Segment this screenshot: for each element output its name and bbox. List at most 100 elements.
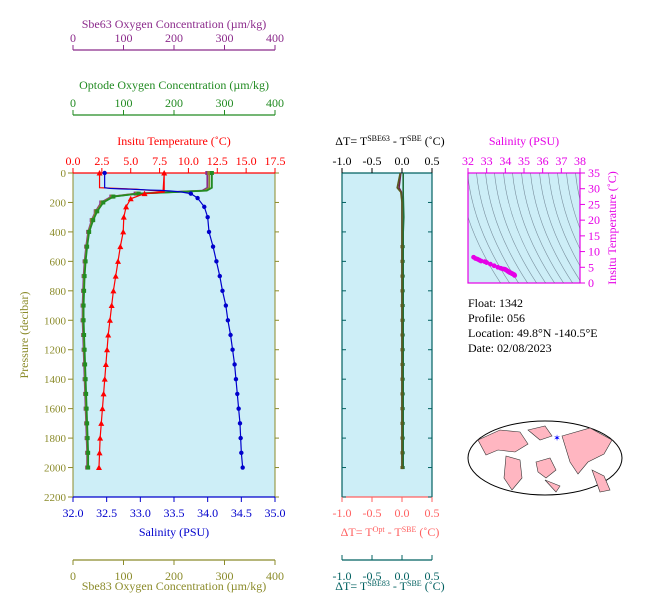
optode-oxygen-point — [82, 274, 87, 279]
density-contour-line — [566, 173, 580, 230]
salinity-point — [188, 191, 194, 196]
sbe83-minus-sbe-point — [400, 259, 404, 263]
optode-oxygen-point — [136, 191, 141, 196]
delta-bottom-tick-label: 0.0 — [395, 569, 410, 583]
ts-salinity-tick-label: 35 — [518, 154, 530, 168]
optode-oxygen-point — [86, 465, 91, 470]
optode-oxygen-tick-label: 0 — [70, 96, 76, 110]
sbe83-minus-sbe-point — [400, 421, 404, 425]
salinity-point — [206, 229, 212, 235]
delta-top-tick-label: -1.0 — [333, 154, 352, 168]
sbe83-minus-sbe-point — [400, 377, 404, 381]
density-contour-line — [468, 174, 510, 283]
salinity-point — [233, 376, 239, 382]
temperature-point — [100, 390, 107, 397]
delta-mid-tick-label: -1.0 — [333, 506, 352, 520]
salinity-point — [205, 214, 210, 220]
optode-oxygen-point — [209, 171, 214, 175]
ts-temperature-tick-label: 30 — [588, 182, 600, 196]
sbe83-minus-sbe-point — [400, 333, 404, 337]
sbe83-oxygen-tick-label: 300 — [216, 569, 234, 583]
optode-oxygen-point — [82, 347, 87, 352]
temperature-point — [99, 405, 106, 412]
pressure-tick-label: 1800 — [44, 433, 67, 445]
delta-bottom-tick-label: -1.0 — [333, 569, 352, 583]
salinity-point — [230, 347, 235, 352]
salinity-point — [102, 170, 107, 176]
delta-mid-tick-label: 0.0 — [395, 506, 410, 520]
optode-oxygen-line — [82, 173, 213, 468]
temperature-tick-label: 17.5 — [265, 154, 286, 168]
pressure-tick-label: 1600 — [44, 404, 67, 416]
ts-point — [512, 273, 518, 278]
ts-point — [491, 263, 497, 269]
ts-point — [484, 260, 490, 265]
pressure-tick-label: 2000 — [44, 463, 67, 475]
optode-oxygen-point — [81, 318, 86, 323]
salinity-point — [223, 303, 229, 308]
salinity-point — [238, 435, 243, 441]
delta-top-tick-label: 0.0 — [395, 154, 410, 168]
temperature-point — [105, 332, 112, 338]
ts-temperature-tick-label: 10 — [588, 245, 600, 259]
salinity-point — [202, 204, 207, 210]
density-contour-line — [485, 173, 528, 283]
delta-bottom-tick-label: 0.5 — [425, 569, 440, 583]
optode-oxygen-point — [86, 450, 91, 455]
delta-sbe63-axis-title: ΔT= TSBE63 - TSBE (˚C) — [335, 134, 444, 149]
map-land — [527, 425, 553, 441]
salinity-point — [225, 318, 231, 323]
temperature-axis-title: Insitu Temperature (˚C) — [117, 134, 231, 148]
sbe83-minus-sbe-point — [400, 348, 404, 352]
sbe83-oxygen-tick-label: 200 — [165, 569, 183, 583]
map-land — [503, 455, 523, 491]
temperature-point — [108, 302, 115, 309]
main-plot-area — [72, 172, 276, 498]
optode-oxygen-point — [83, 259, 88, 264]
density-contour-line — [512, 173, 555, 283]
opt-minus-sbe-line — [402, 173, 405, 468]
sbe83-minus-sbe-point — [400, 436, 404, 440]
ts-temperature-tick-label: 0 — [588, 276, 594, 290]
temperature-point — [120, 214, 127, 220]
pressure-axis-title: Pressure (decibar) — [17, 292, 31, 379]
optode-oxygen-tick-label: 100 — [115, 96, 133, 110]
optode-oxygen-point — [83, 362, 88, 367]
sbe83-oxygen-tick-label: 100 — [115, 569, 133, 583]
density-contour-line — [468, 216, 501, 283]
pressure-tick-label: 200 — [50, 197, 67, 209]
salinity-tick-label: 32.0 — [63, 506, 84, 520]
salinity-tick-label: 34.5 — [231, 506, 252, 520]
salinity-point — [220, 288, 225, 294]
sbe63-oxygen-axis-title: Sbe63 Oxygen Concentration (µm/kg) — [82, 17, 267, 31]
density-contour-line — [575, 173, 580, 201]
sbe63-oxygen-tick-label: 300 — [216, 31, 234, 45]
temperature-point — [120, 228, 127, 235]
sbe63-oxygen-tick-label: 100 — [115, 31, 133, 45]
salinity-point — [236, 406, 241, 411]
salinity-axis-title: Salinity (PSU) — [139, 525, 209, 539]
salinity-point — [235, 391, 240, 397]
location-text: Location: 49.8°N -140.5°E — [468, 326, 598, 340]
temperature-tick-label: 7.5 — [152, 154, 167, 168]
delta-top-tick-label: 0.5 — [425, 154, 440, 168]
sbe83-oxygen-tick-label: 0 — [70, 569, 76, 583]
temperature-point — [112, 273, 119, 279]
pressure-tick-label: 600 — [50, 256, 67, 268]
temperature-point — [104, 346, 111, 353]
salinity-point — [217, 273, 222, 279]
ts-temperature-tick-label: 20 — [588, 213, 600, 227]
temperature-point — [98, 420, 105, 426]
salinity-tick-label: 32.5 — [96, 506, 117, 520]
ts-salinity-tick-label: 33 — [481, 154, 493, 168]
float-location-marker: ✶ — [553, 433, 561, 443]
ts-temperature-tick-label: 5 — [588, 260, 594, 274]
map-land — [544, 479, 561, 493]
temperature-point — [106, 317, 113, 323]
delta-top-tick-label: -0.5 — [363, 154, 382, 168]
pressure-tick-label: 0 — [61, 168, 67, 180]
temperature-tick-label: 10.0 — [178, 154, 199, 168]
salinity-point — [210, 244, 216, 249]
pressure-tick-label: 2200 — [44, 492, 67, 504]
